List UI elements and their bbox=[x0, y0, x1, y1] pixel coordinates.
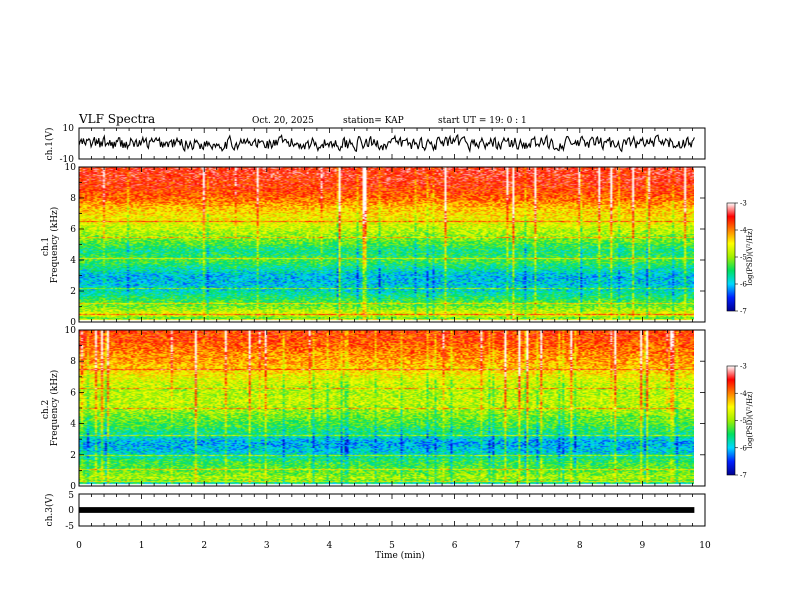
spectrogram-ytick-label: 4 bbox=[70, 256, 76, 266]
ch1-colorbar-ticks: -3 -4 -5 -6 -7 bbox=[735, 200, 747, 316]
ch3-waveform-xticks bbox=[78, 494, 706, 526]
ch1-spectrogram-xticks bbox=[78, 167, 706, 322]
ch2-ylabel-frequency: Frequency (kHz) bbox=[49, 370, 60, 447]
time-tick-label: 10 bbox=[699, 541, 711, 551]
time-axis-label: Time (min) bbox=[375, 550, 425, 561]
ch2-colorbar: -3 -4 -5 -6 -7 log(PSD)(V²/Hz) bbox=[726, 363, 754, 480]
start-time-label: start UT = 19: 0 : 1 bbox=[438, 116, 527, 126]
ch2-spectrogram-heatmap bbox=[79, 330, 694, 486]
time-tick-label: 8 bbox=[577, 541, 583, 551]
time-tick-label: 7 bbox=[514, 541, 520, 551]
ch1-waveform-series bbox=[78, 133, 695, 154]
colorbar-tick-label: -5 bbox=[740, 417, 747, 425]
ch1-spectrogram-heatmap bbox=[79, 167, 694, 322]
ch1-ylabel-channel: ch.1 bbox=[41, 237, 51, 256]
time-tick-label: 6 bbox=[452, 541, 458, 551]
time-tick-label: 0 bbox=[76, 541, 82, 551]
ch2-colorbar-gradient bbox=[727, 366, 735, 475]
colorbar-tick-label: -6 bbox=[740, 281, 747, 289]
ch2-spectrogram-yticks: 0 2 4 6 8 10 bbox=[65, 326, 705, 492]
time-tick-label: 5 bbox=[389, 541, 395, 551]
ch3-waveform-panel: 5 0 -5 ch.3(V) bbox=[44, 491, 706, 532]
ch3-waveform-ylabel: ch.3(V) bbox=[44, 494, 55, 527]
time-tick-label: 1 bbox=[139, 541, 145, 551]
ch1-waveform-ylabel: ch.1(V) bbox=[44, 128, 55, 161]
ch2-spectrogram-ylabel: ch.2 Frequency (kHz) bbox=[41, 370, 60, 447]
ch1-ylabel-frequency: Frequency (kHz) bbox=[49, 207, 60, 284]
spectrogram-ytick-label: 4 bbox=[70, 420, 76, 430]
ch3-ytick-zero: 0 bbox=[68, 506, 74, 516]
ch1-waveform-panel: 10 -10 ch.1(V) bbox=[44, 124, 706, 165]
ch3-ytick-min: -5 bbox=[65, 522, 74, 532]
ch1-colorbar: -3 -4 -5 -6 -7 log(PSD)(V²/Hz) bbox=[726, 200, 754, 316]
ch3-waveform-series bbox=[79, 507, 695, 513]
ch2-spectrogram-panel: 0 2 4 6 8 10 ch.2 Frequency (kHz) bbox=[41, 326, 706, 492]
time-tick-label: 9 bbox=[640, 541, 646, 551]
spectrogram-ytick-label: 6 bbox=[70, 388, 76, 398]
spectrogram-ytick-label: 10 bbox=[65, 326, 77, 336]
ch1-colorbar-gradient bbox=[727, 203, 735, 311]
ch3-waveform-trace bbox=[79, 507, 695, 513]
time-tick-label: 2 bbox=[201, 541, 207, 551]
ch1-waveform-trace bbox=[78, 133, 695, 154]
ch1-spectrogram-ylabel: ch.1 Frequency (kHz) bbox=[41, 207, 60, 284]
spectrogram-ytick-label: 6 bbox=[70, 225, 76, 235]
spectrogram-ytick-label: 0 bbox=[70, 318, 76, 328]
ch1-spectrogram-yticks: 0 2 4 6 8 10 bbox=[65, 163, 705, 328]
colorbar-tick-label: -6 bbox=[740, 444, 747, 452]
spectrogram-ytick-label: 2 bbox=[70, 287, 76, 297]
ch2-colorbar-label: log(PSD)(V²/Hz) bbox=[746, 391, 754, 448]
time-tick-label: 4 bbox=[327, 541, 333, 551]
spectrogram-ytick-label: 2 bbox=[70, 451, 76, 461]
time-tick-label: 3 bbox=[264, 541, 270, 551]
ch1-ytick-max: 10 bbox=[63, 124, 75, 134]
colorbar-tick-label: -3 bbox=[740, 200, 747, 208]
station-label: station= KAP bbox=[343, 116, 404, 126]
ch2-colorbar-ticks: -3 -4 -5 -6 -7 bbox=[735, 363, 747, 480]
ch1-waveform-xticks bbox=[78, 128, 706, 159]
figure-title: VLF Spectra bbox=[78, 112, 155, 126]
spectrogram-ytick-label: 8 bbox=[70, 194, 76, 204]
spectrogram-ytick-label: 0 bbox=[70, 482, 76, 492]
spectrogram-ytick-label: 8 bbox=[70, 357, 76, 367]
colorbar-tick-label: -5 bbox=[740, 254, 747, 262]
ch2-ylabel-channel: ch.2 bbox=[41, 400, 51, 419]
date-label: Oct. 20, 2025 bbox=[252, 116, 314, 126]
colorbar-tick-label: -7 bbox=[740, 472, 747, 480]
ch1-colorbar-label: log(PSD)(V²/Hz) bbox=[746, 228, 754, 285]
time-axis-tick-labels: 0 1 2 3 4 5 6 7 8 9 10 bbox=[76, 541, 711, 551]
ch2-spectrogram-xticks bbox=[78, 330, 706, 486]
colorbar-tick-label: -7 bbox=[740, 308, 747, 316]
colorbar-tick-label: -4 bbox=[740, 227, 747, 235]
colorbar-tick-label: -3 bbox=[740, 363, 747, 371]
ch1-spectrogram-panel: 0 2 4 6 8 10 ch.1 Frequency (kHz) bbox=[41, 163, 706, 328]
spectrogram-ytick-label: 10 bbox=[65, 163, 77, 173]
colorbar-tick-label: -4 bbox=[740, 390, 747, 398]
ch1-ytick-min: -10 bbox=[60, 155, 75, 165]
ch3-ytick-max: 5 bbox=[68, 491, 74, 501]
